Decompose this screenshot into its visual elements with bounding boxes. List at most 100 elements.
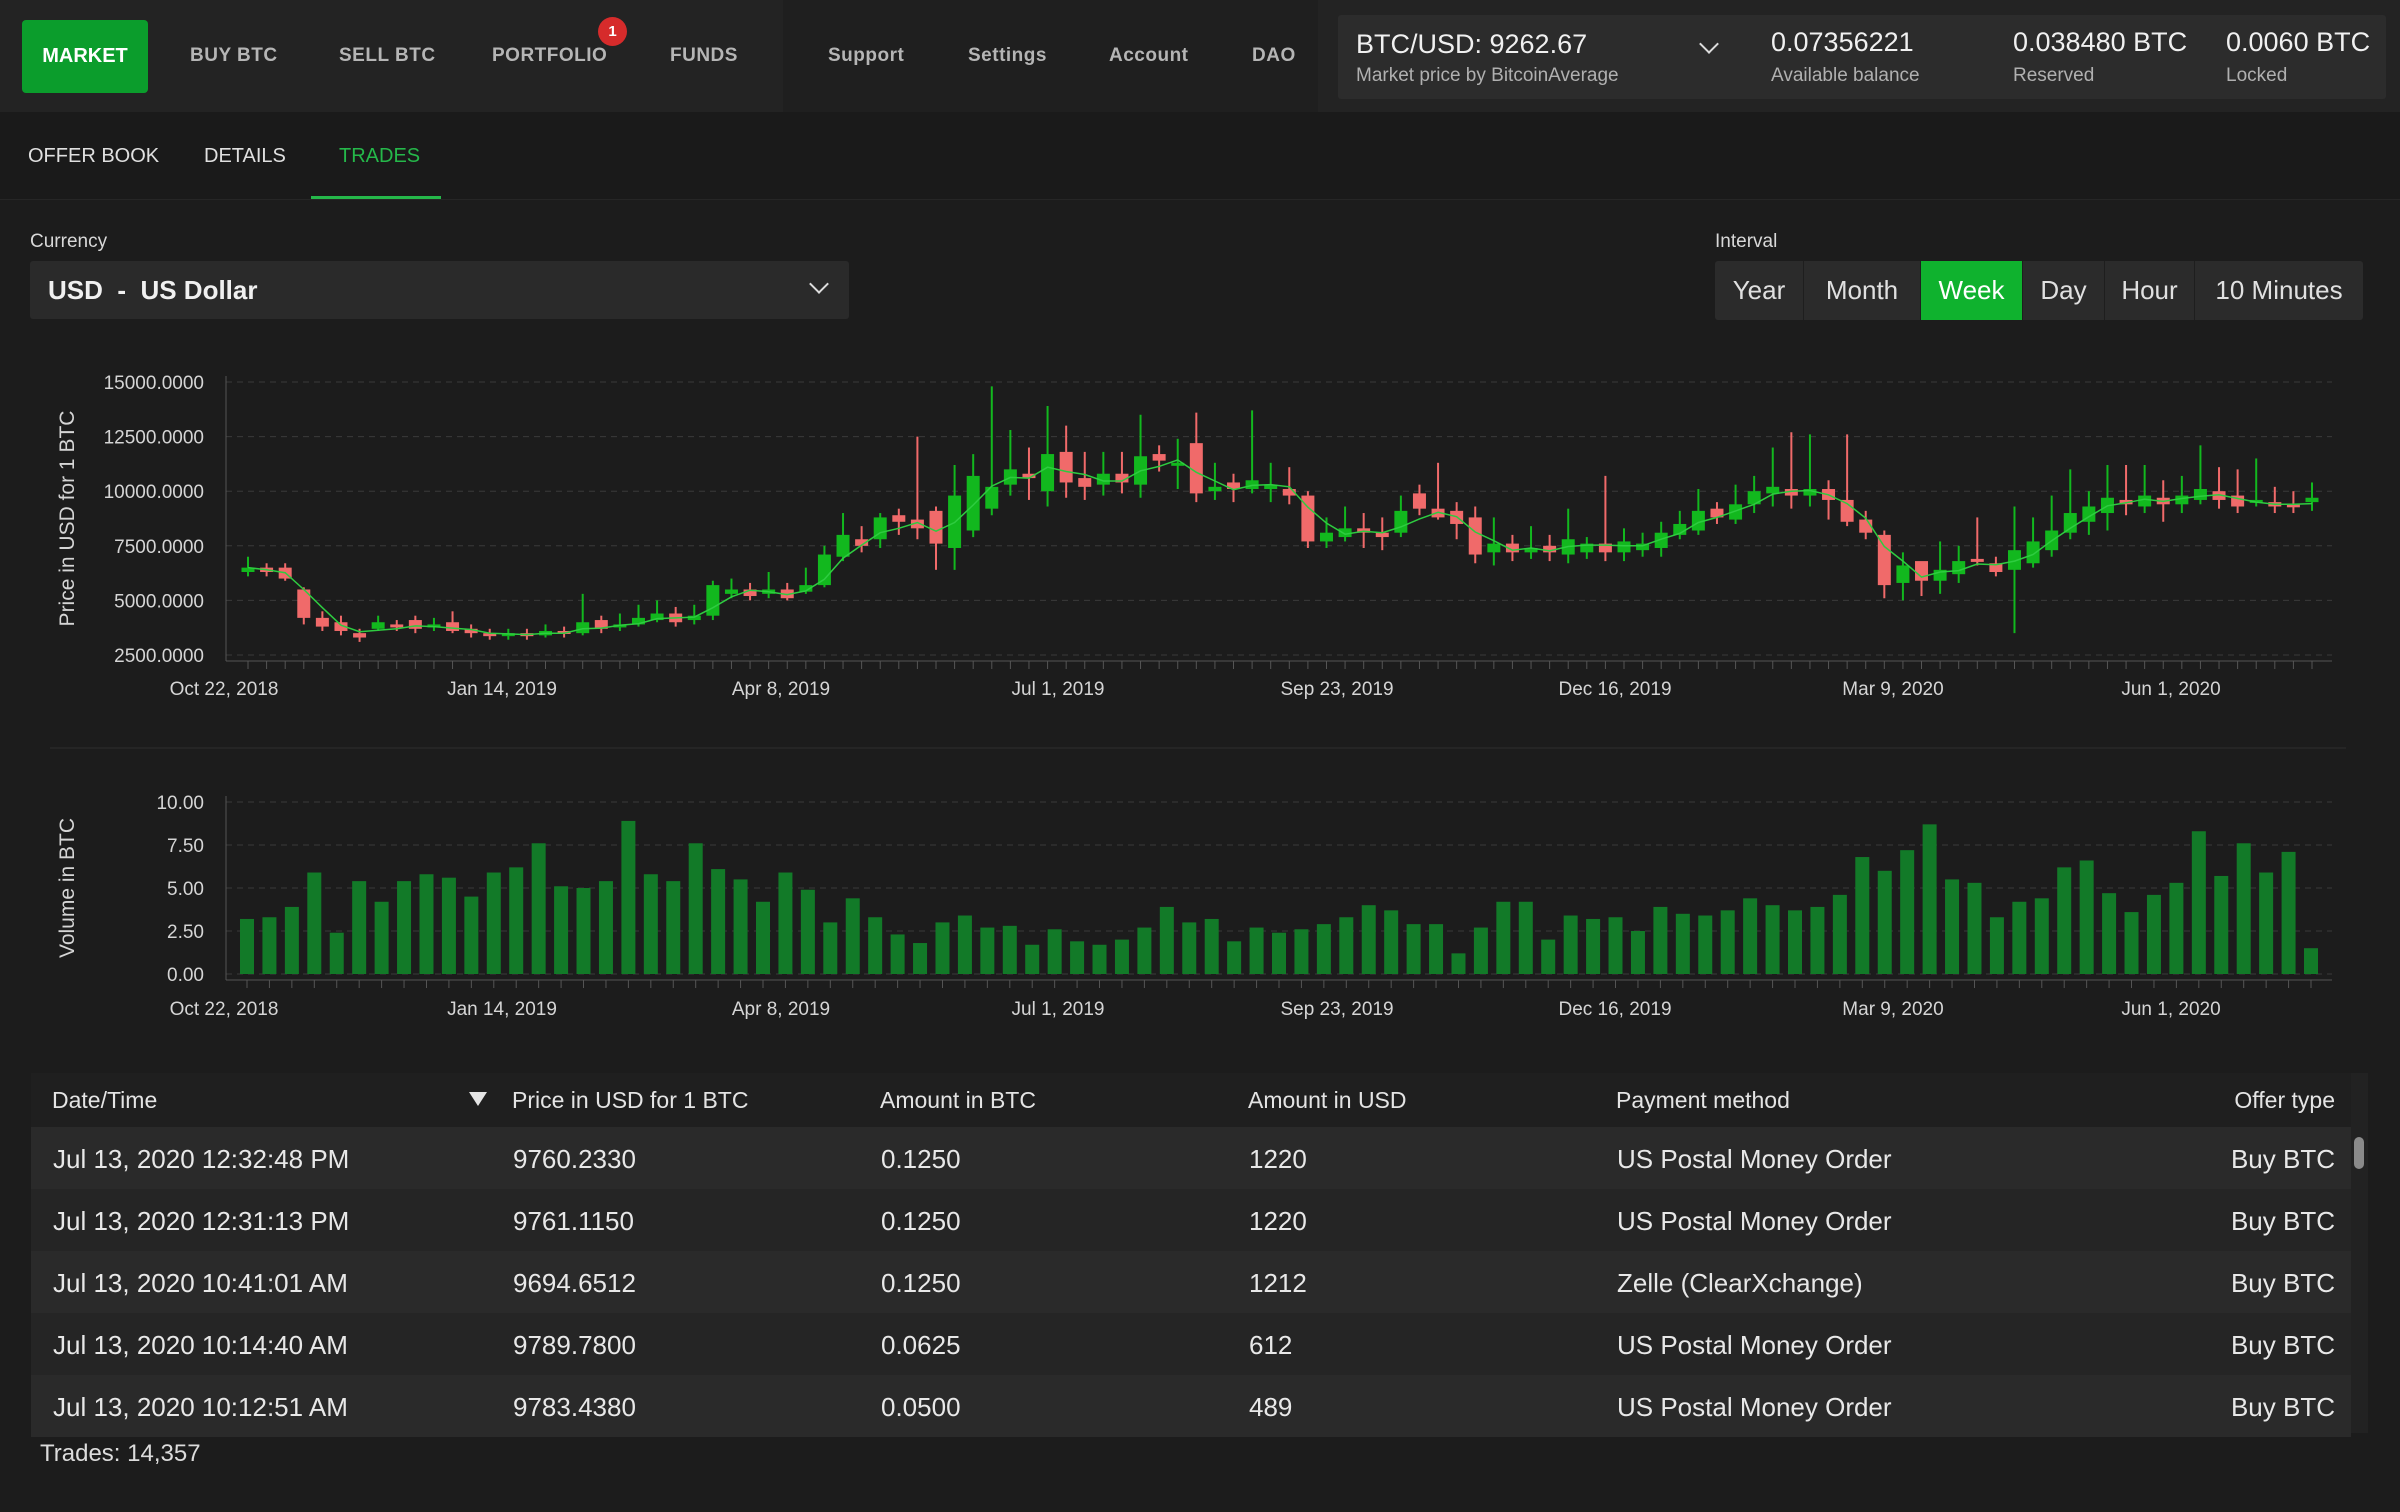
candle-body xyxy=(1636,543,1650,551)
candle-body xyxy=(1152,454,1166,461)
table-row[interactable]: Jul 13, 2020 10:41:01 AM 9694.6512 0.1250 1… xyxy=(31,1251,2351,1313)
candle-body xyxy=(985,486,999,509)
funds-nav[interactable]: FUNDS xyxy=(670,45,738,66)
candle-body xyxy=(631,617,645,625)
volume-bar xyxy=(576,888,591,974)
market-tabs: OFFER BOOK DETAILS TRADES xyxy=(0,112,2400,200)
candle-body xyxy=(1059,451,1073,483)
volume-bar xyxy=(2259,872,2274,974)
column-header-amount-usd[interactable]: Amount in USD xyxy=(1248,1087,1407,1113)
support-nav[interactable]: Support xyxy=(828,45,905,66)
interval-month[interactable]: Month xyxy=(1804,261,1921,320)
y-tick-label: 2500.0000 xyxy=(114,646,204,667)
table-scrollbar-thumb[interactable] xyxy=(2354,1137,2364,1169)
sort-descending-icon[interactable] xyxy=(469,1092,487,1106)
market-price-source: Market price by BitcoinAverage xyxy=(1356,65,1619,86)
sell-btc-nav[interactable]: SELL BTC xyxy=(339,45,436,66)
candle-body xyxy=(2175,495,2189,505)
column-header-price[interactable]: Price in USD for 1 BTC xyxy=(512,1087,749,1113)
row-amount-btc: 0.0500 xyxy=(881,1392,961,1422)
buy-btc-nav[interactable]: BUY BTC xyxy=(190,45,278,66)
currency-select-value: USD - US Dollar xyxy=(48,275,258,305)
candle-body xyxy=(1022,473,1036,479)
tab-details[interactable]: DETAILS xyxy=(204,144,286,167)
candle-body xyxy=(1952,561,1966,575)
candle-body xyxy=(799,585,813,592)
row-price: 9694.6512 xyxy=(513,1268,636,1298)
candle-body xyxy=(1710,508,1724,518)
x-tick-label: Jan 14, 2019 xyxy=(447,999,557,1020)
column-header-amount-btc[interactable]: Amount in BTC xyxy=(880,1087,1036,1113)
volume-bar xyxy=(262,917,277,974)
y-tick-label: 10000.0000 xyxy=(104,482,204,503)
table-row[interactable]: Jul 13, 2020 10:12:51 AM 9783.4380 0.0500 4… xyxy=(31,1375,2351,1437)
row-payment-method: Zelle (ClearXchange) xyxy=(1617,1268,1863,1298)
account-nav[interactable]: Account xyxy=(1109,45,1189,66)
volume-bar xyxy=(2012,901,2027,974)
volume-bar xyxy=(913,943,928,974)
volume-bar xyxy=(1137,927,1152,974)
table-row[interactable]: Jul 13, 2020 12:32:48 PM 9760.2330 0.1250 1… xyxy=(31,1127,2351,1189)
candle-body xyxy=(1319,532,1333,542)
y-tick-label: 2.50 xyxy=(167,922,204,943)
dao-nav[interactable]: DAO xyxy=(1252,45,1296,66)
interval-day[interactable]: Day xyxy=(2023,261,2105,320)
column-header-offer-type[interactable]: Offer type xyxy=(2234,1087,2335,1113)
candle-body xyxy=(1115,473,1129,483)
x-tick-label: Jun 1, 2020 xyxy=(2121,999,2220,1020)
volume-bar xyxy=(374,901,389,974)
price-candlestick-chart[interactable]: 15000.0000 12500.0000 10000.0000 7500.0000 5… xyxy=(56,373,2332,700)
candle-body xyxy=(1487,543,1501,553)
volume-bar xyxy=(1361,905,1376,974)
interval-week[interactable]: Week xyxy=(1921,261,2023,320)
currency-label: Currency xyxy=(30,231,108,252)
volume-bar xyxy=(1720,910,1735,974)
market-price-value[interactable]: BTC/USD: 9262.67 xyxy=(1356,29,1588,59)
volume-bar xyxy=(2214,875,2229,974)
column-header-date[interactable]: Date/Time xyxy=(52,1087,158,1113)
volume-bar xyxy=(935,922,950,974)
volume-bar xyxy=(2057,867,2072,974)
market-button[interactable]: MARKET xyxy=(22,20,148,93)
candle-body xyxy=(1580,543,1594,553)
settings-nav[interactable]: Settings xyxy=(968,45,1047,66)
volume-bar xyxy=(621,820,636,974)
volume-bar xyxy=(980,927,995,974)
table-row[interactable]: Jul 13, 2020 10:14:40 AM 9789.7800 0.0625 6… xyxy=(31,1313,2351,1375)
tab-trades[interactable]: TRADES xyxy=(339,144,421,167)
volume-bar xyxy=(1025,944,1040,974)
row-amount-usd: 1220 xyxy=(1249,1144,1307,1174)
candle-body xyxy=(1282,489,1296,496)
portfolio-nav[interactable]: PORTFOLIO xyxy=(492,45,608,66)
table-row[interactable]: Jul 13, 2020 12:31:13 PM 9761.1150 0.1250 1… xyxy=(31,1189,2351,1251)
candle-body xyxy=(929,510,943,544)
candle-body xyxy=(1654,532,1668,548)
y-tick-label: 12500.0000 xyxy=(104,428,204,449)
candle-body xyxy=(836,534,850,557)
volume-bar xyxy=(531,843,546,974)
tab-offer-book[interactable]: OFFER BOOK xyxy=(28,144,160,167)
column-header-payment-method[interactable]: Payment method xyxy=(1616,1087,1790,1113)
candle-body xyxy=(371,622,385,629)
x-tick-label: Mar 9, 2020 xyxy=(1842,679,1943,700)
currency-select[interactable]: USD - US Dollar xyxy=(30,261,849,319)
x-tick-label: Dec 16, 2019 xyxy=(1558,679,1671,700)
volume-bar xyxy=(598,881,613,974)
interval-hour[interactable]: Hour xyxy=(2105,261,2195,320)
volume-bar xyxy=(2281,851,2296,974)
candle-body xyxy=(1989,563,2003,573)
interval-10-minutes[interactable]: 10 Minutes xyxy=(2215,275,2343,305)
row-date: Jul 13, 2020 12:31:13 PM xyxy=(53,1206,350,1236)
volume-bar xyxy=(1989,917,2004,974)
volume-bar-chart[interactable]: 10.00 7.50 5.00 2.50 0.00 Volume in BTC Oct 22… xyxy=(56,793,2332,1020)
volume-bar xyxy=(2146,894,2161,974)
volume-bar xyxy=(2304,948,2318,974)
table-scrollbar[interactable] xyxy=(2351,1073,2368,1433)
candle-body xyxy=(2231,495,2245,507)
candle-body xyxy=(1227,482,1241,490)
volume-bar xyxy=(1406,924,1421,974)
volume-bar xyxy=(1339,917,1354,974)
x-tick-label: Jul 1, 2019 xyxy=(1012,999,1105,1020)
volume-bar xyxy=(666,881,681,974)
interval-year[interactable]: Year xyxy=(1715,261,1804,320)
